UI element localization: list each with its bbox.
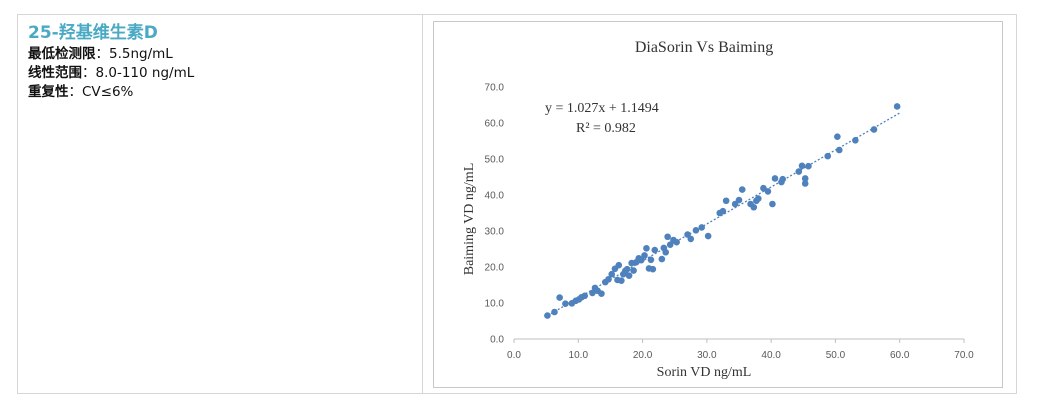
data-point [801, 175, 809, 182]
data-point [798, 162, 806, 170]
product-title: 25-羟基维生素D [28, 23, 158, 43]
data-point [870, 126, 878, 133]
data-point [662, 248, 670, 256]
y-axis-label: Baiming VD ng/mL [462, 163, 477, 276]
spec-separator: ： [95, 46, 110, 62]
data-point [664, 233, 671, 241]
data-point [658, 255, 666, 263]
data-point [834, 133, 841, 140]
data-point [551, 308, 558, 316]
spec-value: CV≤6% [82, 84, 134, 100]
data-point [625, 272, 633, 279]
spec-separator: ： [68, 84, 83, 100]
spec-value: 5.5ng/mL [109, 46, 173, 62]
x-tick-label: 50.0 [826, 350, 846, 361]
data-point [643, 244, 650, 252]
x-tick-label: 70.0 [954, 350, 974, 361]
data-point [562, 300, 569, 308]
spec-separator: ： [82, 65, 96, 81]
data-point [618, 277, 625, 284]
y-tick-label: 20.0 [485, 263, 505, 274]
regression-equation: y = 1.027x + 1.1494 [545, 101, 659, 116]
data-point [615, 261, 623, 269]
data-point [608, 270, 616, 278]
data-point [852, 136, 859, 144]
y-tick-label: 50.0 [485, 155, 505, 166]
data-point [764, 188, 772, 195]
data-point [687, 235, 695, 243]
spec-row-repeatability: 重复性：CV≤6% [28, 83, 413, 102]
data-point [704, 232, 712, 240]
x-axis-label: Sorin VD ng/mL [657, 365, 752, 380]
data-point [738, 186, 746, 193]
data-point [722, 197, 730, 205]
x-tick-label: 20.0 [633, 350, 653, 361]
data-point [735, 196, 743, 204]
data-point [581, 292, 589, 300]
spec-value: 8.0-110 ng/mL [95, 65, 195, 81]
data-point [754, 195, 762, 202]
data-point [641, 252, 648, 259]
data-point [824, 152, 832, 160]
data-point [769, 200, 776, 208]
data-point [598, 290, 605, 297]
spec-panel: 25-羟基维生素D 最低检测限：5.5ng/mL 线性范围：8.0-110 ng… [28, 21, 413, 102]
data-point [637, 256, 645, 264]
data-point [649, 265, 657, 273]
x-tick-label: 10.0 [569, 350, 589, 361]
data-point [893, 103, 901, 110]
scatter-chart: DiaSorin Vs Baiming 0.0 10.0 20.0 30.0 40.0 5… [462, 39, 975, 380]
data-point [779, 175, 787, 183]
spec-row-linear-range: 线性范围：8.0-110 ng/mL [28, 64, 413, 83]
data-point [544, 312, 551, 319]
data-point [719, 207, 727, 215]
x-tick-label: 60.0 [890, 350, 910, 361]
data-point [673, 238, 680, 246]
chart-frame: DiaSorin Vs Baiming 0.0 10.0 20.0 30.0 40.0 5… [433, 21, 1003, 388]
y-tick-label: 40.0 [485, 191, 505, 202]
r-squared-label: R² = 0.982 [576, 121, 636, 136]
y-tick-label: 60.0 [485, 119, 505, 130]
data-point [805, 162, 812, 170]
chart-axes: 0.0 10.0 20.0 30.0 40.0 50.0 60.0 70.0 0.0 10.0 20… [485, 83, 975, 362]
y-tick-label: 70.0 [485, 83, 505, 94]
data-point [795, 168, 803, 175]
x-tick-label: 0.0 [507, 350, 521, 361]
data-point [556, 294, 563, 301]
data-point [666, 241, 674, 248]
data-point [692, 226, 700, 234]
data-point [835, 146, 843, 154]
data-point [605, 275, 612, 283]
spec-label: 重复性 [28, 84, 69, 100]
data-point [647, 256, 655, 264]
column-divider [422, 15, 423, 393]
x-tick-label: 30.0 [697, 350, 717, 361]
x-tick-label: 40.0 [761, 350, 781, 361]
data-point [698, 224, 706, 231]
data-point [801, 180, 809, 187]
spec-row-detection-limit: 最低检测限：5.5ng/mL [28, 45, 413, 64]
spec-label: 最低检测限 [28, 46, 96, 62]
spec-label: 线性范围 [28, 65, 82, 81]
chart-title: DiaSorin Vs Baiming [635, 39, 773, 56]
y-tick-label: 10.0 [485, 299, 505, 310]
data-point [623, 265, 631, 273]
data-point [750, 203, 758, 211]
data-point [589, 289, 596, 297]
data-points [544, 103, 901, 319]
y-tick-label: 0.0 [490, 335, 504, 346]
data-point [651, 246, 659, 254]
product-card: 25-羟基维生素D 最低检测限：5.5ng/mL 线性范围：8.0-110 ng… [17, 14, 1017, 394]
y-tick-label: 30.0 [485, 227, 505, 238]
data-point [630, 267, 637, 274]
data-point [771, 175, 779, 182]
